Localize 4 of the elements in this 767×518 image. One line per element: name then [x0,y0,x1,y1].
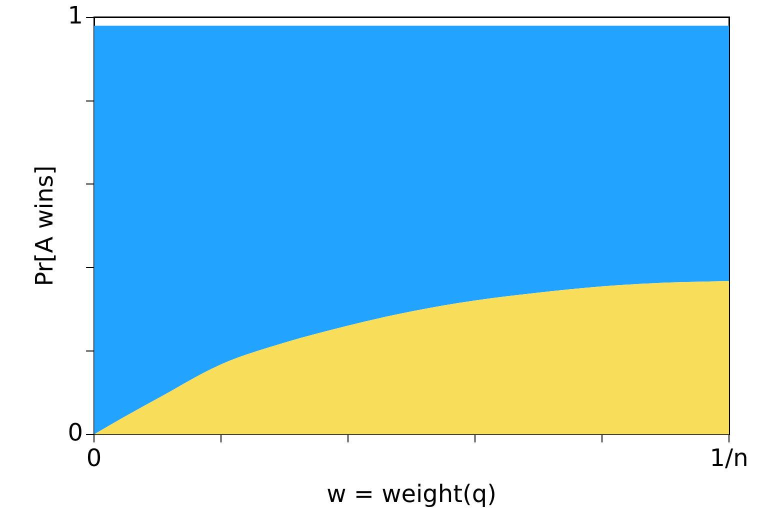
x-tick-label: 1/n [710,444,748,472]
y-tick-label: 1 [68,2,84,30]
x-axis-title: w = weight(q) [326,480,496,508]
y-axis-title: Pr[A wins] [30,166,59,286]
